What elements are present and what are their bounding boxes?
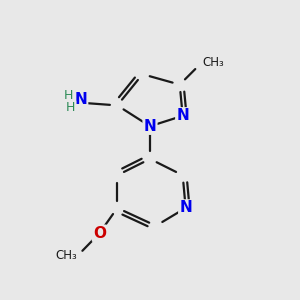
- Text: N: N: [176, 108, 189, 123]
- Text: N: N: [179, 200, 192, 215]
- Text: CH₃: CH₃: [202, 56, 224, 69]
- Text: N: N: [74, 92, 87, 107]
- Text: O: O: [93, 226, 106, 241]
- Text: H: H: [66, 101, 75, 114]
- Text: H: H: [64, 89, 74, 102]
- Text: N: N: [144, 119, 156, 134]
- Text: CH₃: CH₃: [56, 249, 77, 262]
